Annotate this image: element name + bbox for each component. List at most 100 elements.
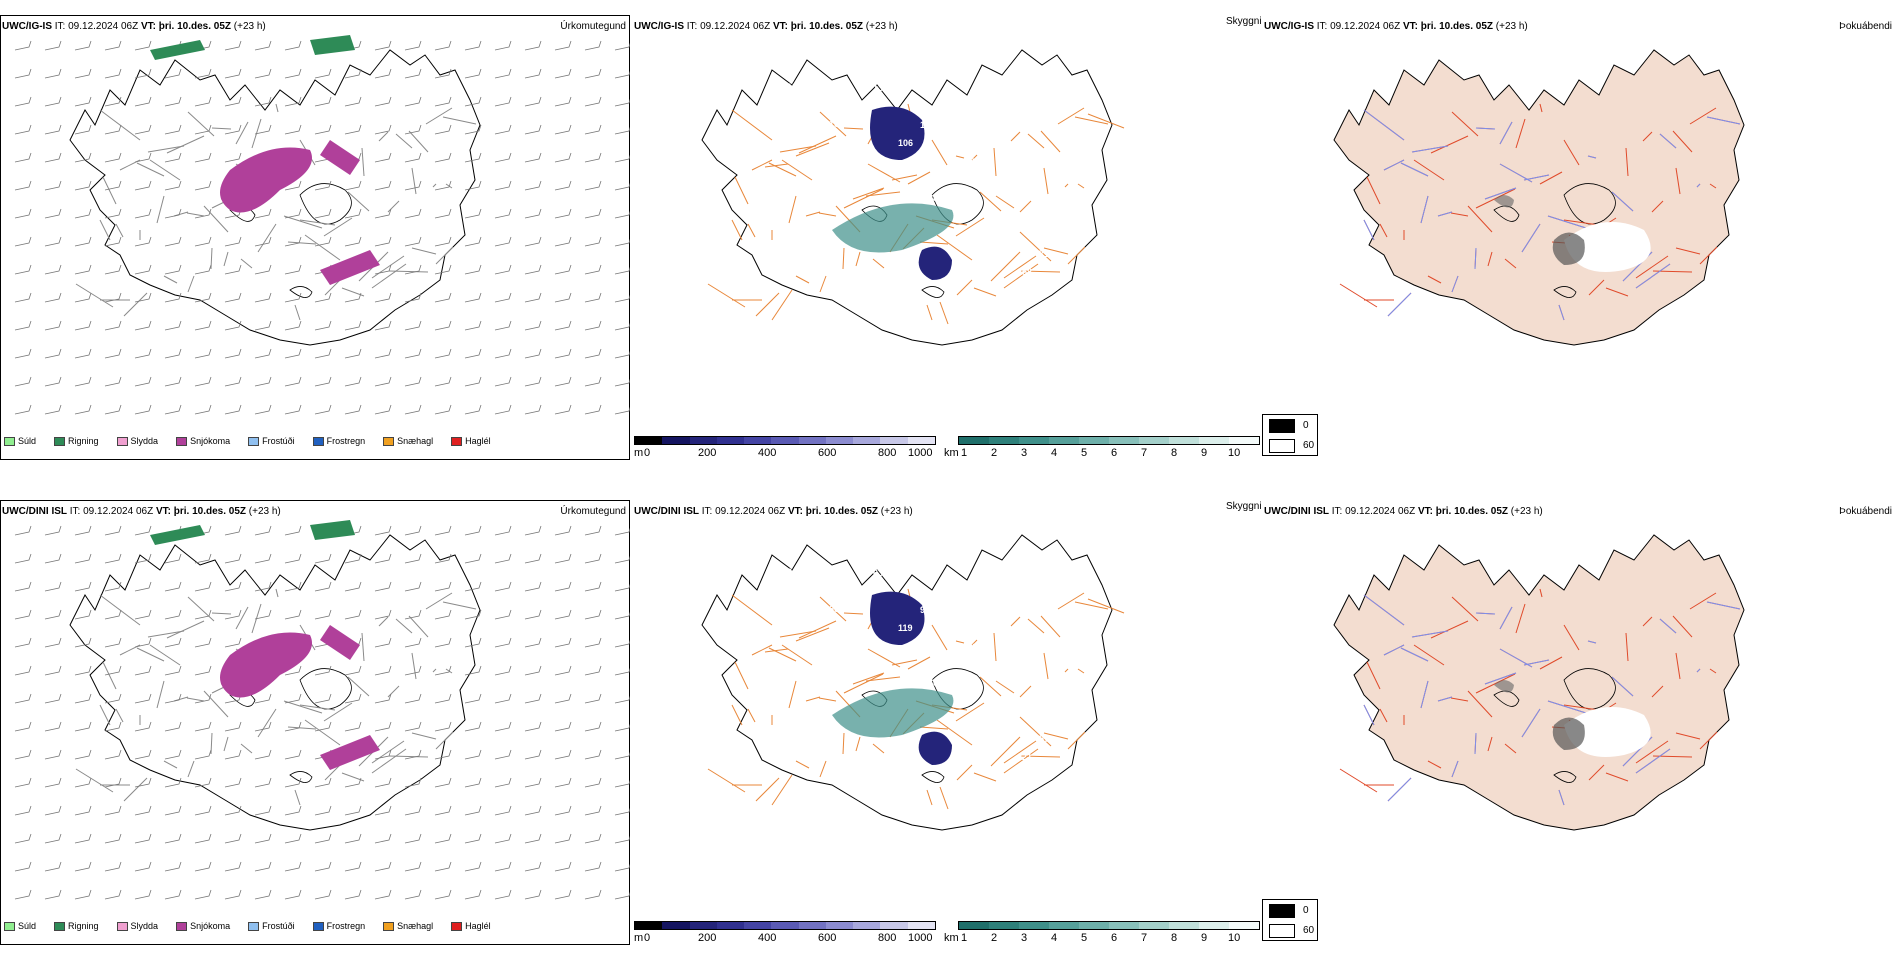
road-line — [936, 719, 973, 746]
model-name: UWC/IG-IS — [2, 21, 52, 32]
road-line — [1523, 659, 1550, 666]
road-line — [102, 661, 117, 690]
road-line — [1043, 652, 1049, 680]
panel-type-label: Úrkomutegund — [560, 506, 626, 517]
legend-swatch — [4, 921, 15, 931]
road-line — [891, 174, 918, 181]
road-line — [731, 594, 773, 626]
wind-barb — [74, 376, 92, 387]
wind-barb — [314, 805, 332, 816]
wind-barb — [164, 805, 182, 816]
road-line — [1675, 652, 1681, 680]
glacier-outline — [1563, 183, 1616, 225]
road-line — [872, 743, 885, 754]
road-line — [1383, 159, 1405, 171]
wind-barb — [344, 665, 362, 676]
road-line — [798, 135, 837, 154]
wind-barb — [344, 805, 362, 816]
tick: 7 — [1141, 447, 1148, 459]
wind-barb — [14, 292, 32, 303]
tick: 7 — [1141, 932, 1148, 944]
wind-barb — [464, 152, 482, 163]
road-line — [1675, 167, 1681, 195]
road-line — [1040, 130, 1061, 153]
colorbar-segment — [689, 437, 717, 444]
colorbar-segment — [1049, 437, 1079, 444]
wind-barb — [584, 609, 602, 620]
wind-barb — [404, 693, 422, 704]
cloudbase-value-label: 96 — [826, 286, 836, 296]
wind-barb — [44, 292, 62, 303]
legend-label: Frostúði — [262, 436, 295, 446]
wind-barb — [14, 833, 32, 844]
colorbar-segment — [825, 922, 854, 929]
road-line — [395, 133, 413, 149]
fog-free-area — [1564, 707, 1651, 757]
legend-swatch — [383, 921, 395, 931]
road-line — [115, 708, 124, 723]
wind-barb — [314, 68, 332, 79]
wind-barb — [374, 525, 392, 536]
panel-title: UWC/IG-IS IT: 09.12.2024 06Z VT: þri. 10… — [1264, 21, 1528, 32]
wind-barb — [224, 320, 242, 331]
wind-barb — [254, 40, 272, 51]
road-line — [1642, 131, 1653, 142]
road-line — [819, 760, 827, 778]
wind-barb — [524, 749, 542, 760]
precip-legend-item: Frostregn — [312, 921, 365, 931]
road-line — [1027, 618, 1045, 634]
wind-barb — [164, 292, 182, 303]
vt-label: VT: — [1402, 21, 1418, 32]
wind-barb — [554, 404, 572, 415]
road-line — [1450, 697, 1469, 702]
road-line — [907, 656, 931, 670]
wind-barb — [464, 805, 482, 816]
precip-map — [14, 35, 630, 415]
wind-barb — [164, 320, 182, 331]
tick: 6 — [1111, 447, 1118, 459]
wind-barb — [344, 96, 362, 107]
road-line — [324, 764, 341, 781]
wind-barb — [194, 68, 212, 79]
cloudbase-value-label: 106 — [898, 138, 913, 148]
road-line — [257, 223, 277, 253]
road-line — [147, 630, 185, 638]
fog-dense-area — [1494, 680, 1514, 693]
legend-swatch — [54, 921, 66, 931]
cloudbase-value-label: 63 — [873, 568, 883, 578]
road-line — [1499, 648, 1533, 668]
wind-barb — [194, 553, 212, 564]
wind-barb — [464, 376, 482, 387]
cloudbase-value-label: 97 — [992, 212, 1002, 222]
wind-barb — [224, 749, 242, 760]
colorbar-segment — [907, 922, 935, 929]
tick: 800 — [878, 932, 897, 944]
wind-barb — [14, 805, 32, 816]
wind-barb — [284, 376, 302, 387]
wind-barb — [224, 124, 242, 135]
wind-barb — [494, 609, 512, 620]
wind-barb — [494, 721, 512, 732]
wind-barb — [314, 665, 332, 676]
road-line — [971, 639, 978, 646]
road-line — [371, 748, 407, 774]
wind-barb — [434, 525, 452, 536]
road-line — [979, 191, 1002, 212]
wind-barb — [614, 639, 630, 648]
wind-barb — [194, 376, 212, 387]
wind-barb — [434, 749, 452, 760]
wind-barb — [104, 292, 122, 303]
fog-legend-swatch-60 — [1269, 439, 1295, 453]
wind-barb — [494, 525, 512, 536]
snow-area — [320, 625, 360, 660]
road-line — [210, 732, 213, 755]
wind-barb — [194, 693, 212, 704]
wind-barb — [104, 348, 122, 359]
road-line — [1499, 121, 1513, 145]
cloudbase-value-label: 307 — [970, 715, 985, 725]
road-line — [1003, 748, 1039, 774]
wind-barb — [374, 721, 392, 732]
cloudbase-value-label: 327 — [804, 789, 819, 799]
wind-barb — [404, 404, 422, 415]
road-line — [75, 768, 114, 793]
